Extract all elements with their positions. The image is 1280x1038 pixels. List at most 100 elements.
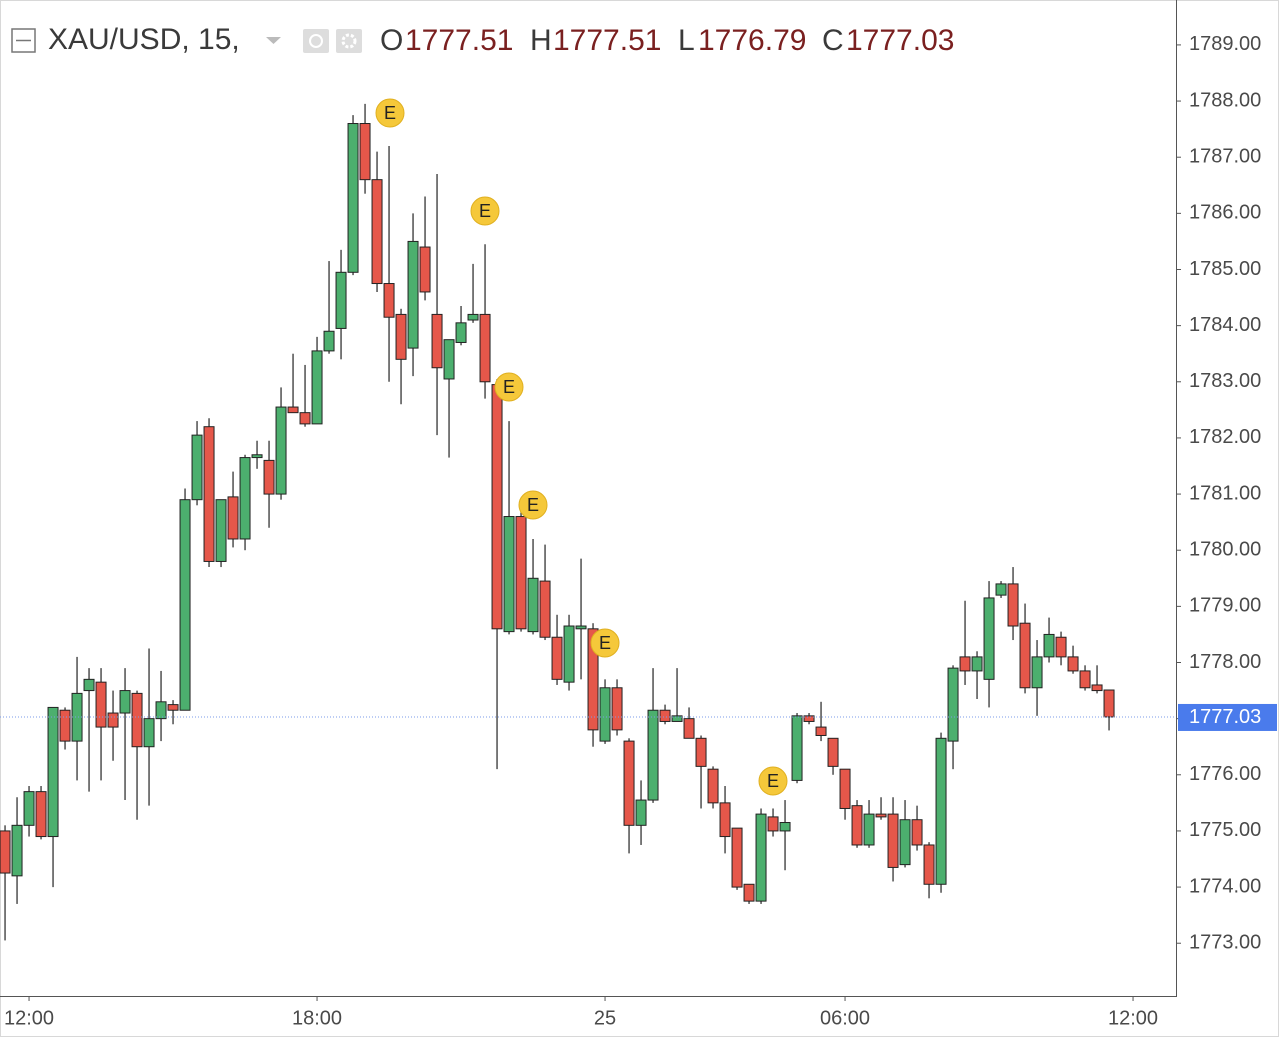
candle-up — [275, 406, 287, 495]
candle-up — [443, 339, 455, 380]
candle-down — [623, 740, 635, 826]
candle-down — [551, 636, 563, 680]
open-label: O — [380, 24, 403, 57]
low-value: 1776.79 — [698, 24, 806, 57]
event-marker — [494, 372, 524, 402]
x-tick-label: 18:00 — [292, 1007, 342, 1029]
candle-up — [503, 516, 515, 633]
plot — [0, 103, 1115, 941]
candle-down — [95, 681, 107, 728]
y-tick-label: 1775.00 — [1189, 819, 1261, 841]
candle-down — [1091, 684, 1103, 692]
candle-down — [659, 709, 671, 722]
high-value: 1777.51 — [553, 24, 661, 57]
x-tick-label: 06:00 — [820, 1007, 870, 1029]
candle-down — [539, 580, 551, 638]
eye-icon — [309, 34, 323, 48]
event-label: E — [503, 377, 515, 397]
candle-down — [887, 813, 899, 868]
candle-up — [935, 737, 947, 885]
candle-down — [203, 426, 215, 562]
y-tick-label: 1787.00 — [1189, 145, 1261, 167]
candle-up — [71, 692, 83, 742]
candle-down — [707, 768, 719, 804]
event-marker — [375, 98, 405, 128]
candle-down — [611, 687, 623, 731]
event-label: E — [384, 103, 396, 123]
event-label: E — [767, 771, 779, 791]
candle-down — [491, 384, 503, 630]
candle-up — [1031, 656, 1043, 689]
candle-up — [179, 499, 191, 711]
candle-up — [83, 678, 95, 692]
candle-down — [299, 412, 311, 425]
candle-down — [911, 819, 923, 846]
candle-up — [311, 350, 323, 425]
candle-down — [731, 827, 743, 888]
candle-down — [167, 704, 179, 711]
y-tick-label: 1776.00 — [1189, 763, 1261, 785]
y-tick-label: 1789.00 — [1189, 33, 1261, 55]
candle-down — [803, 715, 815, 722]
open-value: 1777.51 — [405, 24, 513, 57]
y-tick-label: 1779.00 — [1189, 595, 1261, 617]
candle-up — [407, 240, 419, 349]
y-tick-label: 1783.00 — [1189, 370, 1261, 392]
candle-up — [239, 457, 251, 540]
dropdown[interactable] — [266, 37, 281, 44]
candle-up — [599, 687, 611, 742]
candle-up — [563, 625, 575, 683]
candle-down — [131, 692, 143, 748]
collapse-button[interactable] — [11, 28, 36, 53]
close-label: C — [822, 24, 844, 57]
candle-up — [635, 799, 647, 826]
candle-down — [923, 844, 935, 885]
candle-up — [119, 690, 131, 714]
y-tick-label: 1788.00 — [1189, 89, 1261, 111]
candle-up — [11, 824, 23, 877]
candle-down — [683, 718, 695, 739]
candle-down — [371, 179, 383, 285]
last-price-box — [1178, 703, 1277, 731]
x-tick-label: 12:00 — [1108, 1007, 1158, 1029]
candle-up — [983, 597, 995, 680]
event-marker — [470, 196, 500, 226]
y-tick-label: 1773.00 — [1189, 932, 1261, 954]
last-price-label: 1777.03 — [1189, 706, 1261, 728]
symbol: XAU/USD, 15, — [48, 23, 240, 56]
candle-up — [455, 322, 467, 343]
candle-up — [863, 813, 875, 846]
candle-up — [899, 819, 911, 866]
y-tick-label: 1784.00 — [1189, 314, 1261, 336]
candle-up — [647, 709, 659, 801]
candle-down — [815, 726, 827, 736]
candle-up — [251, 454, 263, 459]
candle-down — [1103, 689, 1115, 718]
event-label: E — [479, 201, 491, 221]
legend: XAU/USD, 15, O 1777.51 H 1777.51 L 1776.… — [11, 23, 954, 57]
candle-down — [875, 813, 887, 818]
visibility-button[interactable] — [303, 29, 329, 53]
y-tick-label: 1781.00 — [1189, 482, 1261, 504]
event-marker — [758, 766, 788, 796]
candle-up — [191, 434, 203, 501]
candle-down — [587, 628, 599, 731]
candle-down — [107, 712, 119, 728]
candle-up — [323, 330, 335, 352]
y-tick-label: 1786.00 — [1189, 202, 1261, 224]
event-marker — [590, 628, 620, 658]
candle-up — [47, 706, 59, 838]
y-tick-label: 1782.00 — [1189, 426, 1261, 448]
candle-down — [419, 246, 431, 293]
candle-down — [227, 496, 239, 540]
candle-up — [995, 583, 1007, 596]
candle-down — [431, 313, 443, 369]
settings-button[interactable] — [336, 29, 362, 53]
candle-down — [695, 737, 707, 767]
low-label: L — [678, 24, 695, 57]
candle-up — [671, 715, 683, 722]
candle-down — [767, 816, 779, 832]
y-tick-label: 1780.00 — [1189, 538, 1261, 560]
